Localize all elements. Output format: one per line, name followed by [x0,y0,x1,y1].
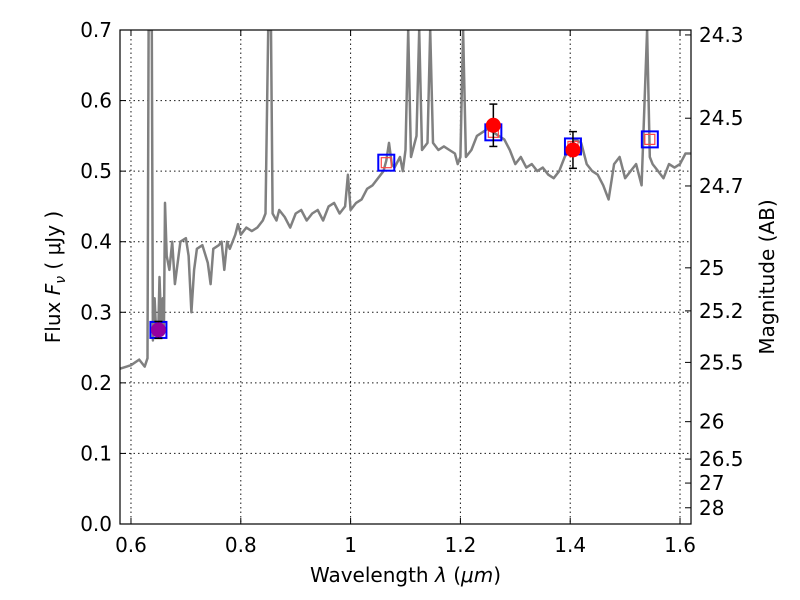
y2-tick-label: 26.5 [699,447,744,471]
model-photometry-marker-inner [644,133,656,145]
y-tick-label: 0.3 [80,300,112,324]
x-tick-label: 0.8 [225,533,257,557]
y-axis-label-symbol: F [41,283,65,295]
y-axis-label-unit: ( μJy ) [41,211,65,270]
y2-tick-label: 27 [699,471,724,495]
x-tick-label: 1.4 [554,533,586,557]
y-tick-label: 0.2 [80,371,112,395]
y-tick-label: 0.1 [80,441,112,465]
model-photometry-marker [377,153,396,172]
x-axis-label-open: ( [453,563,461,587]
x-tick-label: 1.2 [444,533,476,557]
y2-tick-label: 24.7 [699,174,744,198]
x-tick-label: 0.6 [115,533,147,557]
x-tick-label: 1.6 [664,533,696,557]
y-tick-label: 0.4 [80,230,112,254]
y2-tick-label: 25.5 [699,350,744,374]
model-photometry-marker [640,130,659,149]
y-axis-label: Flux Fν ( μJy ) [41,211,69,343]
observed-photometry-series [150,103,581,340]
x-axis-label-unit: μm [460,563,493,587]
observed-photometry-point [485,117,501,133]
model-photometry-marker-inner [380,157,392,169]
y-tick-label: 0.7 [80,18,112,42]
y2-axis-label: Magnitude (AB) [755,199,779,354]
y-tick-label: 0.0 [80,512,112,536]
x-tick-label: 1 [344,533,357,557]
y-axis-label-subscript: ν [53,276,69,284]
x-axis-label: Wavelength λ (μm) [310,563,501,587]
x-axis-label-symbol: λ [434,563,447,587]
spectrum-line [120,30,691,370]
y2-tick-label: 26 [699,410,724,434]
y2-tick-label: 25 [699,256,724,280]
spectrum-series [120,30,691,370]
y2-tick-label: 28 [699,496,724,520]
observed-photometry-point [565,142,581,158]
y-axis-label-text: Flux [41,301,65,343]
x-axis-label-close: ) [493,563,501,587]
x-axis-label-text: Wavelength [310,563,429,587]
axis-ticks: 0.6 0.8 1 1.2 1.4 1.6 0.0 0.1 0.2 0.3 0.4 0.5 0.6 0.7… [80,18,743,557]
y2-tick-label: 24.5 [699,106,744,130]
y2-tick-label: 25.2 [699,299,744,323]
y-tick-label: 0.5 [80,159,112,183]
plot-frame [119,29,692,525]
y-tick-label: 0.6 [80,89,112,113]
y2-tick-label: 24.3 [699,23,744,47]
observed-photometry-point [150,322,166,338]
